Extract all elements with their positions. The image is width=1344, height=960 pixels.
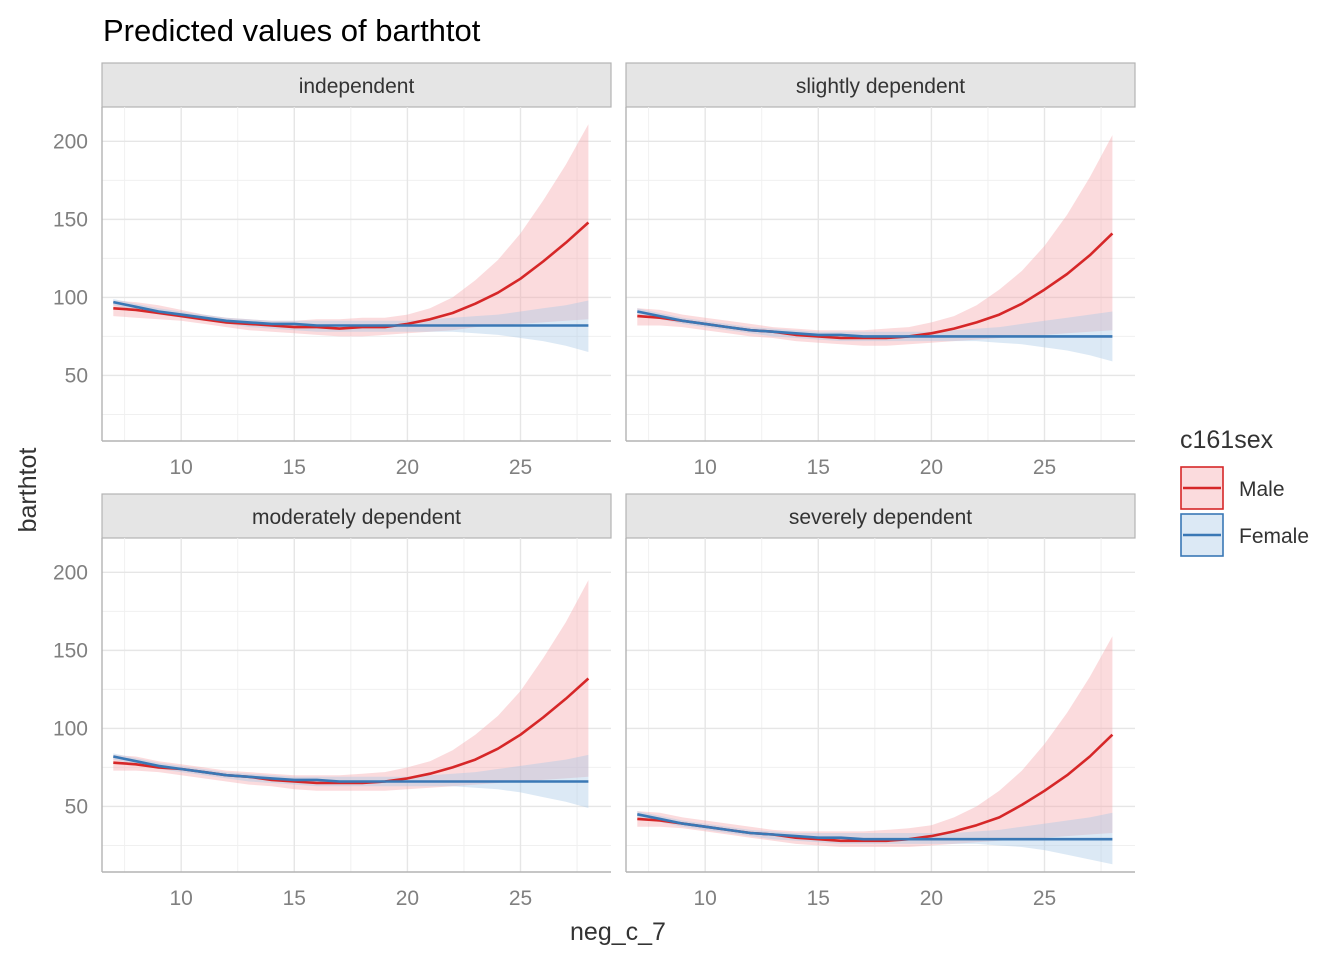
- legend: c161sex Male Female: [1180, 426, 1309, 557]
- facet-label: moderately dependent: [252, 506, 461, 529]
- y-tick-label: 150: [53, 639, 88, 662]
- x-tick-label: 25: [509, 456, 532, 479]
- facet-panel: independent 10 15 20 25 50 100 150 200: [53, 62, 612, 479]
- legend-label: Male: [1239, 478, 1285, 501]
- legend-entry-male: Male: [1180, 466, 1285, 510]
- x-tick-label: 10: [693, 887, 716, 910]
- y-axis-title: barthtot: [14, 448, 42, 533]
- x-tick-label: 10: [169, 887, 192, 910]
- legend-title: c161sex: [1180, 426, 1274, 454]
- x-tick-label: 25: [1033, 887, 1056, 910]
- y-tick-label: 100: [53, 286, 88, 309]
- y-tick-label: 50: [65, 795, 88, 818]
- x-tick-label: 10: [169, 456, 192, 479]
- x-tick-label: 15: [283, 456, 306, 479]
- facet-panel: severely dependent 10 15 20 25: [625, 493, 1136, 910]
- x-axis-title: neg_c_7: [570, 918, 666, 946]
- series-line-male: [113, 221, 590, 330]
- legend-label: Female: [1239, 525, 1309, 548]
- plot-title: Predicted values of barthtot: [103, 13, 481, 48]
- facet-strip: [625, 493, 1136, 539]
- series-line-female: [113, 300, 589, 327]
- series-line-female: [637, 813, 1113, 841]
- confidence-band-female: [637, 308, 1113, 362]
- confidence-band-male: [637, 636, 1113, 847]
- facet-label: slightly dependent: [796, 75, 965, 98]
- facet-label: independent: [299, 75, 415, 98]
- confidence-band-male: [637, 135, 1113, 346]
- confidence-band-male: [113, 580, 589, 791]
- facet-strip: [101, 62, 612, 108]
- x-tick-label: 20: [396, 456, 419, 479]
- confidence-band-female: [637, 811, 1113, 865]
- x-tick-label: 20: [396, 887, 419, 910]
- x-tick-label: 15: [283, 887, 306, 910]
- series-line-female: [637, 310, 1113, 338]
- x-tick-label: 20: [920, 887, 943, 910]
- y-tick-label: 200: [53, 130, 88, 153]
- y-tick-label: 50: [65, 364, 88, 387]
- facet-panel: moderately dependent 10 15 20 25 50 100 150 200: [53, 493, 612, 910]
- x-tick-label: 15: [807, 887, 830, 910]
- legend-entry-female: Female: [1180, 513, 1309, 557]
- confidence-band-male: [113, 124, 589, 337]
- facet-label: severely dependent: [789, 506, 972, 529]
- x-tick-label: 25: [1033, 456, 1056, 479]
- y-tick-label: 200: [53, 561, 88, 584]
- facet-strip: [625, 62, 1136, 108]
- x-tick-label: 10: [693, 456, 716, 479]
- facet-strip: [101, 493, 612, 539]
- y-tick-label: 150: [53, 208, 88, 231]
- y-tick-label: 100: [53, 717, 88, 740]
- x-tick-label: 20: [920, 456, 943, 479]
- x-tick-label: 15: [807, 456, 830, 479]
- series-line-female: [113, 755, 589, 783]
- facet-panel: slightly dependent 10 15 20 25: [625, 62, 1136, 479]
- x-tick-label: 25: [509, 887, 532, 910]
